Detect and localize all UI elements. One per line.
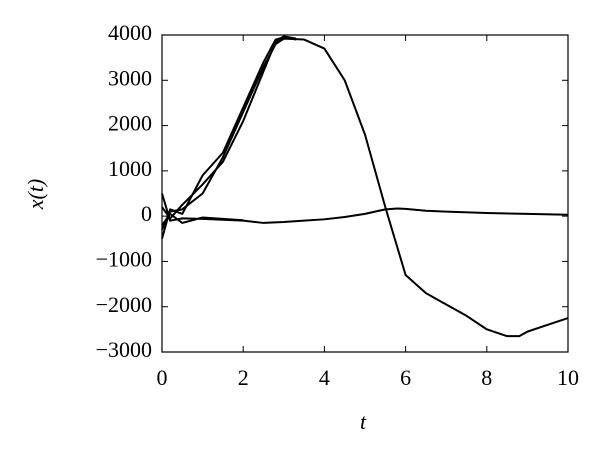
y-tick-label: 3000 [108,65,152,90]
y-tick-label: 4000 [108,20,152,45]
x-tick-label: 0 [157,365,168,390]
x-axis-label: t [360,409,367,434]
y-tick-label: 2000 [108,111,152,136]
x-tick-label: 10 [557,365,579,390]
y-tick-label: 0 [141,201,152,226]
x-tick-label: 8 [481,365,492,390]
plot-frame [161,34,569,353]
y-tick-label: −3000 [96,337,152,362]
series-line [161,35,297,220]
series-line [161,212,244,226]
y-axis-label: x(t) [23,179,48,211]
y-tick-label: 1000 [108,156,152,181]
series-line [161,193,569,224]
series-line [161,37,569,338]
y-tick-label: −1000 [96,246,152,271]
y-tick-label: −2000 [96,292,152,317]
series-line [161,36,297,240]
x-tick-label: 4 [319,365,330,390]
x-tick-label: 2 [238,365,249,390]
x-tick-label: 6 [400,365,411,390]
